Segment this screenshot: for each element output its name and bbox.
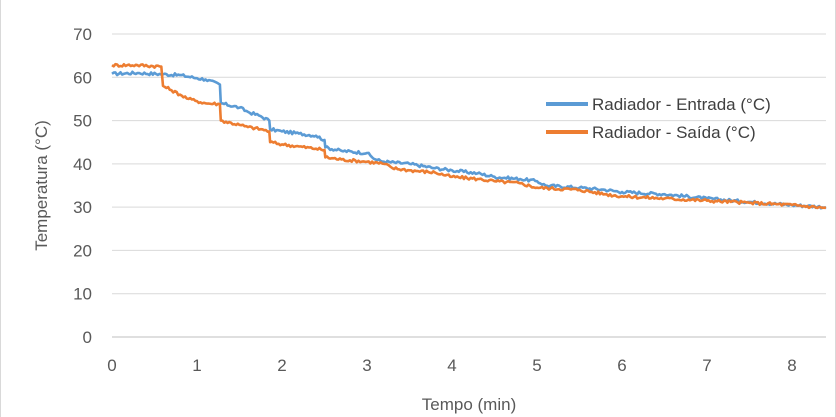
y-axis-title: Temperatura (°C)	[32, 120, 51, 251]
y-tick-label-0: 0	[83, 328, 92, 347]
x-tick-label-5: 5	[532, 356, 541, 375]
series-layer	[111, 62, 827, 210]
legend-label-0: Radiador - Entrada (°C)	[592, 95, 771, 114]
x-tick-label-0: 0	[107, 356, 116, 375]
x-axis-title: Tempo (min)	[422, 395, 516, 414]
y-tick-label-30: 30	[73, 198, 92, 217]
series-line-1	[111, 62, 827, 210]
series-line-0	[111, 70, 827, 210]
legend: Radiador - Entrada (°C) Radiador - Saída …	[546, 95, 771, 142]
x-tick-label-3: 3	[362, 356, 371, 375]
x-axis: 0 1 2 3 4 5 6 7 8	[107, 336, 826, 375]
y-tick-label-70: 70	[73, 25, 92, 44]
gridlines	[112, 33, 826, 295]
x-tick-label-6: 6	[617, 356, 626, 375]
y-tick-label-20: 20	[73, 241, 92, 260]
x-tick-label-1: 1	[192, 356, 201, 375]
y-tick-label-40: 40	[73, 155, 92, 174]
x-tick-label-8: 8	[787, 356, 796, 375]
x-tick-label-2: 2	[277, 356, 286, 375]
y-tick-label-50: 50	[73, 112, 92, 131]
y-tick-label-10: 10	[73, 285, 92, 304]
y-tick-label-60: 60	[73, 68, 92, 87]
x-tick-label-7: 7	[702, 356, 711, 375]
legend-label-1: Radiador - Saída (°C)	[592, 123, 756, 142]
y-axis: 0 10 20 30 40 50 60 70	[73, 25, 92, 347]
x-tick-label-4: 4	[447, 356, 456, 375]
